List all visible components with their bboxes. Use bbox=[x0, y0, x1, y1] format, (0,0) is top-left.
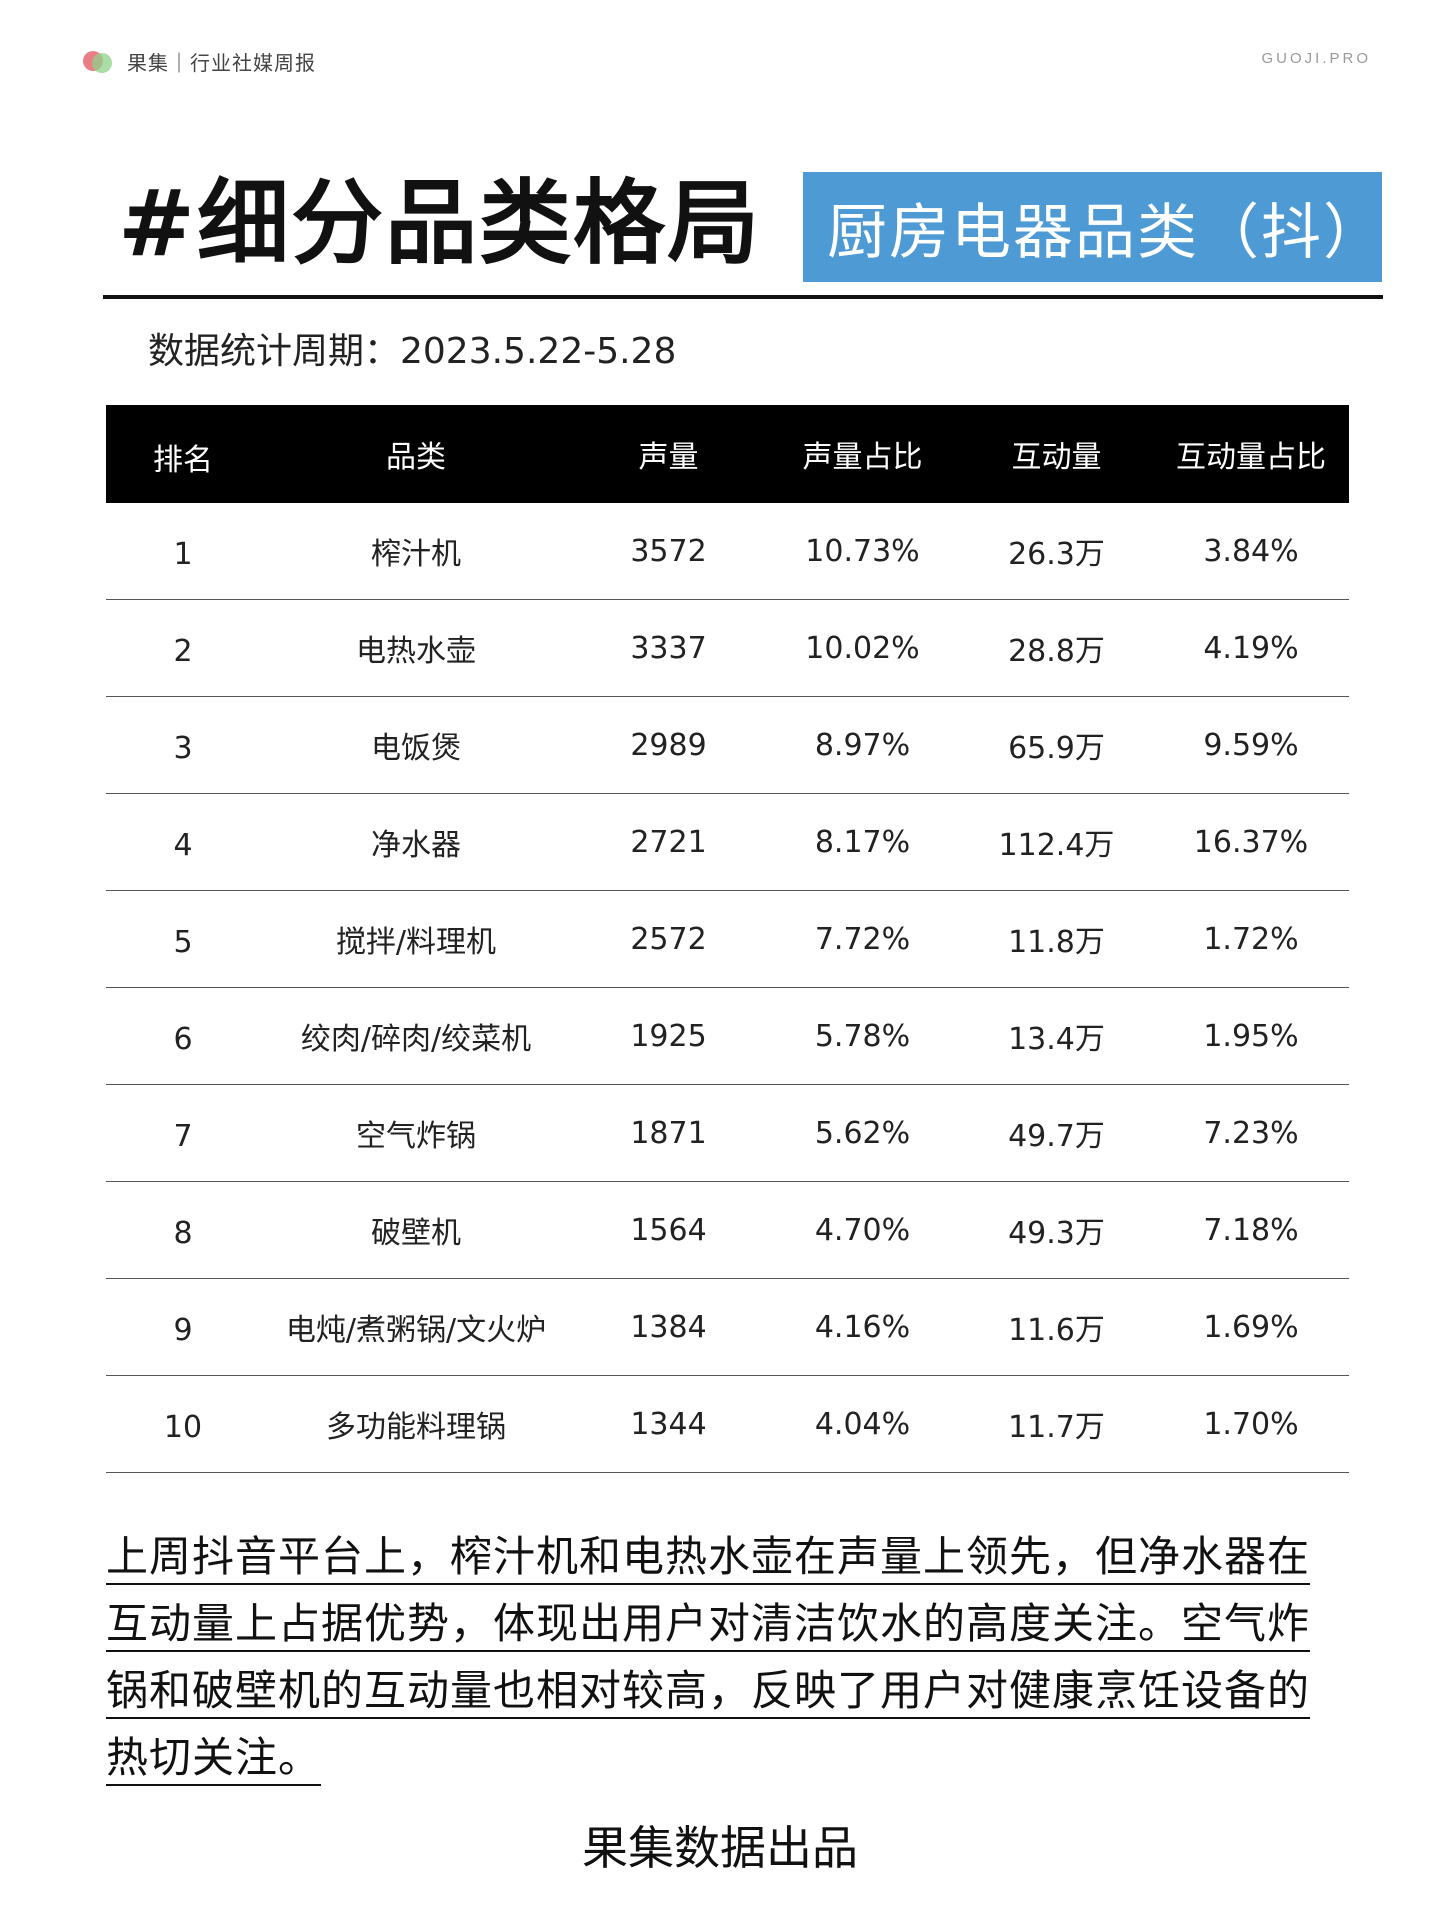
interaction-share-cell: 1.95% bbox=[1203, 1018, 1299, 1054]
table-row: 2 电热水壶 3337 10.02% 28.8万 4.19% bbox=[106, 600, 1349, 697]
volume-share-cell: 4.16% bbox=[814, 1309, 911, 1345]
header-interaction: 互动量 bbox=[1011, 440, 1102, 475]
rank-cell: 2 bbox=[173, 633, 193, 669]
category-cell: 电炖/煮粥锅/文火炉 bbox=[285, 1313, 547, 1348]
rank-cell: 9 bbox=[173, 1312, 193, 1348]
volume-share-cell: 4.04% bbox=[814, 1406, 911, 1442]
site-url: GUOJI.PRO bbox=[1261, 50, 1371, 67]
interaction-cell: 49.3万 bbox=[1008, 1216, 1105, 1251]
table-row: 1 榨汁机 3572 10.73% 26.3万 3.84% bbox=[106, 503, 1349, 600]
interaction-share-cell: 1.69% bbox=[1203, 1309, 1299, 1345]
volume-cell: 3337 bbox=[630, 630, 707, 666]
volume-share-cell: 5.78% bbox=[814, 1018, 911, 1054]
table-row: 5 搅拌/料理机 2572 7.72% 11.8万 1.72% bbox=[106, 891, 1349, 988]
header-rank: 排名 bbox=[153, 443, 213, 478]
volume-cell: 1871 bbox=[630, 1115, 707, 1151]
interaction-share-cell: 1.70% bbox=[1203, 1406, 1299, 1442]
interaction-cell: 28.8万 bbox=[1008, 634, 1105, 669]
rank-cell: 3 bbox=[173, 730, 193, 766]
interaction-share-cell: 7.23% bbox=[1203, 1115, 1299, 1151]
table-header: 排名 品类 声量 声量占比 互动量 互动量占比 bbox=[106, 405, 1349, 503]
volume-cell: 1925 bbox=[630, 1018, 707, 1054]
interaction-cell: 11.8万 bbox=[1008, 925, 1105, 960]
interaction-cell: 112.4万 bbox=[998, 828, 1115, 863]
rank-cell: 1 bbox=[173, 536, 193, 572]
category-cell: 电饭煲 bbox=[371, 731, 461, 766]
volume-share-cell: 8.17% bbox=[814, 824, 911, 860]
volume-cell: 2572 bbox=[630, 921, 707, 957]
header-volume: 声量 bbox=[638, 440, 699, 475]
interaction-cell: 65.9万 bbox=[1008, 731, 1105, 766]
category-cell: 破壁机 bbox=[371, 1216, 461, 1251]
header-volume-share: 声量占比 bbox=[802, 440, 923, 475]
summary-text: 上周抖音平台上，榨汁机和电热水壶在声量上领先，但净水器在互动量上占据优势，体现出… bbox=[106, 1532, 1311, 1782]
volume-cell: 1564 bbox=[630, 1212, 707, 1248]
category-cell: 净水器 bbox=[371, 828, 461, 863]
table-row: 6 绞肉/碎肉/绞菜机 1925 5.78% 13.4万 1.95% bbox=[106, 988, 1349, 1085]
interaction-cell: 13.4万 bbox=[1008, 1022, 1105, 1057]
volume-share-cell: 5.62% bbox=[814, 1115, 911, 1151]
category-table: 排名 品类 声量 声量占比 互动量 互动量占比 1 榨汁机 3572 10.73… bbox=[106, 405, 1349, 1473]
rank-cell: 10 bbox=[163, 1409, 203, 1445]
rank-cell: 5 bbox=[173, 924, 193, 960]
volume-cell: 3572 bbox=[630, 533, 707, 569]
stat-period: 数据统计周期：2023.5.22-5.28 bbox=[148, 331, 677, 372]
volume-cell: 1344 bbox=[630, 1406, 707, 1442]
rank-cell: 4 bbox=[173, 827, 193, 863]
brand-header: 果集｜行业社媒周报 bbox=[83, 46, 316, 76]
brand-name: 果集｜行业社媒周报 bbox=[127, 50, 316, 75]
interaction-cell: 49.7万 bbox=[1008, 1119, 1105, 1154]
interaction-cell: 26.3万 bbox=[1008, 537, 1105, 572]
interaction-share-cell: 16.37% bbox=[1193, 824, 1309, 860]
volume-cell: 2721 bbox=[630, 824, 707, 860]
interaction-share-cell: 4.19% bbox=[1203, 630, 1299, 666]
rank-cell: 6 bbox=[173, 1021, 193, 1057]
table-row: 10 多功能料理锅 1344 4.04% 11.7万 1.70% bbox=[106, 1376, 1349, 1473]
volume-share-cell: 4.70% bbox=[814, 1212, 911, 1248]
table-row: 4 净水器 2721 8.17% 112.4万 16.37% bbox=[106, 794, 1349, 891]
subtitle: 厨房电器品类（抖） bbox=[827, 197, 1385, 268]
interaction-cell: 11.7万 bbox=[1008, 1410, 1105, 1445]
interaction-share-cell: 9.59% bbox=[1203, 727, 1299, 763]
volume-share-cell: 8.97% bbox=[814, 727, 911, 763]
volume-share-cell: 7.72% bbox=[814, 921, 911, 957]
summary-paragraph: 上周抖音平台上，榨汁机和电热水壶在声量上领先，但净水器在互动量上占据优势，体现出… bbox=[106, 1523, 1349, 1791]
table-row: 3 电饭煲 2989 8.97% 65.9万 9.59% bbox=[106, 697, 1349, 794]
interaction-share-cell: 1.72% bbox=[1203, 921, 1299, 957]
category-cell: 搅拌/料理机 bbox=[335, 925, 497, 960]
category-cell: 多功能料理锅 bbox=[326, 1410, 506, 1445]
header-category: 品类 bbox=[386, 440, 446, 475]
volume-cell: 1384 bbox=[630, 1309, 707, 1345]
header-interaction-share: 互动量占比 bbox=[1176, 440, 1326, 475]
volume-share-cell: 10.73% bbox=[805, 533, 920, 569]
interaction-share-cell: 3.84% bbox=[1203, 533, 1299, 569]
brand-logo-icon bbox=[83, 49, 113, 73]
footer-credit: 果集数据出品 bbox=[582, 1821, 858, 1875]
category-cell: 榨汁机 bbox=[371, 537, 461, 572]
interaction-share-cell: 7.18% bbox=[1203, 1212, 1299, 1248]
table-row: 8 破壁机 1564 4.70% 49.3万 7.18% bbox=[106, 1182, 1349, 1279]
rank-cell: 8 bbox=[173, 1215, 193, 1251]
category-cell: 电热水壶 bbox=[356, 634, 476, 669]
category-cell: 空气炸锅 bbox=[356, 1119, 476, 1154]
subtitle-box: 厨房电器品类（抖） bbox=[803, 172, 1385, 282]
page-title: #细分品类格局 bbox=[118, 170, 762, 277]
interaction-cell: 11.6万 bbox=[1008, 1313, 1105, 1348]
title-divider bbox=[103, 295, 1383, 299]
category-cell: 绞肉/碎肉/绞菜机 bbox=[300, 1022, 532, 1057]
table-row: 9 电炖/煮粥锅/文火炉 1384 4.16% 11.6万 1.69% bbox=[106, 1279, 1349, 1376]
table-row: 7 空气炸锅 1871 5.62% 49.7万 7.23% bbox=[106, 1085, 1349, 1182]
volume-share-cell: 10.02% bbox=[805, 630, 920, 666]
volume-cell: 2989 bbox=[630, 727, 707, 763]
rank-cell: 7 bbox=[173, 1118, 193, 1154]
